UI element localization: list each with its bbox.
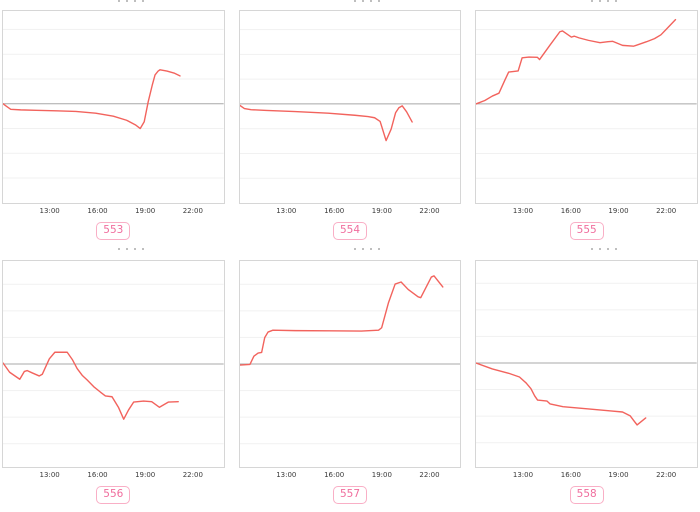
x-tick-label: 16:00 [324,207,345,215]
chart-panel [238,10,462,204]
chart-id-badge[interactable]: 558 [569,486,604,504]
chart-cell-556: 13:00 16:00 19:00 22:00 556 [2,248,225,512]
chart-panel [475,260,698,468]
x-tick-label: 22:00 [656,471,677,479]
x-tick-label: 13:00 [276,207,297,215]
cropped-title-fragment [2,248,225,260]
cropped-title-fragment [475,0,698,10]
x-tick-label: 16:00 [324,471,345,479]
x-tick-label: 16:00 [560,207,581,215]
x-tick-label: 19:00 [371,471,392,479]
sparkline-chart [3,11,224,203]
chart-id-badge[interactable]: 556 [96,486,131,504]
badge-row: 553 [2,218,225,248]
x-tick-label: 13:00 [512,207,534,215]
chart-cell-553: 13:00 16:00 19:00 22:00 553 [2,0,225,248]
badge-row: 557 [239,482,462,512]
sparkline-chart [240,11,461,203]
sparkline-chart [476,261,697,467]
chart-cell-554: 13:00 16:00 19:00 22:00 554 [238,0,462,248]
x-tick-label: 13:00 [512,471,534,479]
chart-cell-555: 13:00 16:00 19:00 22:00 555 [475,0,698,248]
chart-id-badge[interactable]: 554 [332,222,368,240]
x-tick-label: 22:00 [419,207,440,215]
cropped-title-fragment [475,248,698,260]
badge-row: 554 [239,218,462,248]
badge-row: 556 [2,482,225,512]
x-tick-label: 22:00 [182,207,203,215]
badge-row: 555 [475,218,698,248]
x-tick-label: 13:00 [39,207,60,215]
cropped-title-fragment [239,248,462,260]
x-tick-label: 16:00 [87,207,108,215]
x-tick-label: 13:00 [276,471,297,479]
x-tick-label: 16:00 [560,471,581,479]
x-tick-label: 19:00 [608,207,629,215]
x-tick-label: 19:00 [135,207,156,215]
x-tick-label: 19:00 [135,471,156,479]
x-tick-label: 16:00 [87,471,108,479]
x-tick-label: 22:00 [182,471,203,479]
x-axis-ticks: 13:00 16:00 19:00 22:00 [2,204,225,218]
sparkline-chart [240,261,461,467]
x-tick-label: 22:00 [656,207,677,215]
chart-panel [238,260,462,468]
x-tick-label: 13:00 [39,471,60,479]
x-tick-label: 19:00 [608,471,629,479]
x-axis-ticks: 13:00 16:00 19:00 22:00 [475,204,698,218]
x-axis-ticks: 13:00 16:00 19:00 22:00 [239,204,462,218]
chart-id-badge[interactable]: 553 [96,222,131,240]
x-axis-ticks: 13:00 16:00 19:00 22:00 [475,468,698,482]
chart-id-badge[interactable]: 557 [332,486,368,504]
chart-panel [2,10,225,204]
x-axis-ticks: 13:00 16:00 19:00 22:00 [2,468,225,482]
badge-row: 558 [475,482,698,512]
chart-panel [2,260,225,468]
sparkline-chart [3,261,224,467]
sparkline-chart [476,11,697,203]
chart-cell-558: 13:00 16:00 19:00 22:00 558 [475,248,698,512]
chart-panel [475,10,698,204]
x-tick-label: 19:00 [371,207,392,215]
x-axis-ticks: 13:00 16:00 19:00 22:00 [239,468,462,482]
cropped-title-fragment [2,0,225,10]
chart-cell-557: 13:00 16:00 19:00 22:00 557 [238,248,462,512]
x-tick-label: 22:00 [419,471,440,479]
chart-id-badge[interactable]: 555 [569,222,604,240]
cropped-title-fragment [239,0,462,10]
